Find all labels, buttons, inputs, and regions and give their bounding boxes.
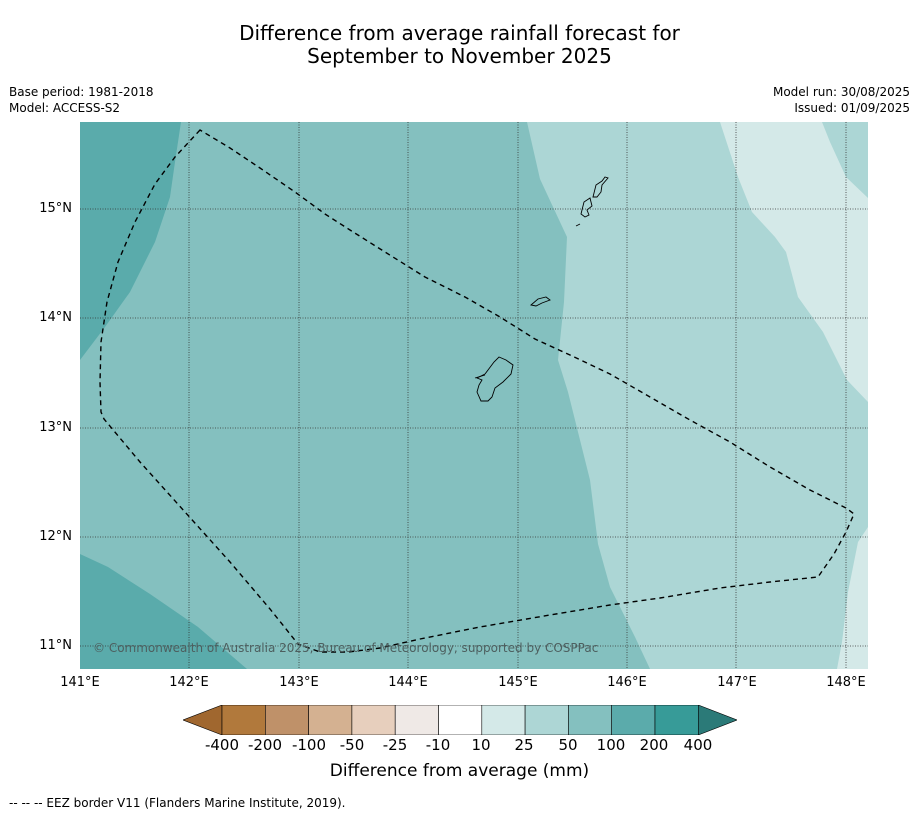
colorbar-segment bbox=[221, 705, 266, 735]
zone-25-50-south bbox=[837, 527, 868, 669]
colorbar-tick: -10 bbox=[425, 736, 451, 754]
colorbar-segment bbox=[524, 705, 569, 735]
colorbar-tick: -200 bbox=[247, 736, 283, 754]
model-name: Model: ACCESS-S2 bbox=[9, 101, 121, 115]
meta-left: Base period: 1981-2018 Model: ACCESS-S2 bbox=[9, 84, 154, 116]
colorbar-tick: -400 bbox=[204, 736, 240, 754]
colorbar-segment bbox=[351, 705, 396, 735]
lon-label: 146°E bbox=[607, 675, 647, 690]
colorbar-segment bbox=[308, 705, 353, 735]
eez-legend-note: -- -- -- EEZ border V11 (Flanders Marine… bbox=[9, 796, 346, 810]
colorbar-segment bbox=[394, 705, 439, 735]
colorbar-segment bbox=[654, 705, 699, 735]
island-rota bbox=[530, 296, 551, 307]
colorbar bbox=[183, 705, 737, 735]
lat-label: 14°N bbox=[39, 310, 72, 325]
colorbar-segment bbox=[265, 705, 309, 735]
island-tinian bbox=[580, 197, 593, 218]
colorbar-extend-low bbox=[183, 705, 223, 735]
lon-label: 148°E bbox=[826, 675, 866, 690]
lon-label: 147°E bbox=[717, 675, 757, 690]
title-line-2: September to November 2025 bbox=[307, 44, 612, 68]
zone-gt-200-southwest bbox=[80, 554, 247, 669]
lon-label: 144°E bbox=[388, 675, 428, 690]
colorbar-tick: 200 bbox=[639, 736, 669, 754]
copyright-text: © Commonwealth of Australia 2025, Bureau… bbox=[93, 641, 599, 655]
colorbar-segment bbox=[568, 705, 612, 735]
colorbar-tick: 100 bbox=[596, 736, 626, 754]
lon-label: 142°E bbox=[169, 675, 209, 690]
islands bbox=[474, 176, 609, 402]
rainfall-map bbox=[80, 122, 868, 669]
colorbar-tick: 400 bbox=[683, 736, 713, 754]
zone-25-50-north bbox=[720, 122, 868, 402]
colorbar-segment bbox=[611, 705, 656, 735]
lat-label: 15°N bbox=[39, 201, 72, 216]
lon-label: 141°E bbox=[60, 675, 100, 690]
base-period: Base period: 1981-2018 bbox=[9, 85, 154, 99]
gridlines bbox=[80, 122, 868, 669]
island-guam bbox=[475, 356, 514, 402]
eez-border bbox=[99, 129, 855, 653]
colorbar-tick: 50 bbox=[558, 736, 578, 754]
colorbar-tick: -50 bbox=[339, 736, 365, 754]
colorbar-tick: 10 bbox=[471, 736, 491, 754]
colorbar-segment bbox=[438, 705, 483, 735]
issued-date: Issued: 01/09/2025 bbox=[794, 101, 910, 115]
colorbar-title: Difference from average (mm) bbox=[329, 761, 590, 781]
lat-label: 13°N bbox=[39, 420, 72, 435]
lat-label: 11°N bbox=[39, 638, 72, 653]
lat-label: 12°N bbox=[39, 529, 72, 544]
lon-label: 145°E bbox=[498, 675, 538, 690]
colorbar-tick: -100 bbox=[291, 736, 327, 754]
meta-right: Model run: 30/08/2025 Issued: 01/09/2025 bbox=[773, 84, 910, 116]
colorbar-segment bbox=[481, 705, 526, 735]
lon-label: 143°E bbox=[279, 675, 319, 690]
colorbar-tick: 25 bbox=[514, 736, 534, 754]
model-run: Model run: 30/08/2025 bbox=[772, 85, 910, 99]
title-line-1: Difference from average rainfall forecas… bbox=[239, 21, 680, 45]
map-title: Difference from average rainfall forecas… bbox=[0, 22, 919, 68]
zone-gt-200-northwest bbox=[80, 122, 181, 360]
colorbar-tick: -25 bbox=[382, 736, 408, 754]
island-saipan bbox=[592, 176, 609, 198]
colorbar-extend-high bbox=[697, 705, 737, 735]
zone-50-100 bbox=[527, 122, 868, 669]
